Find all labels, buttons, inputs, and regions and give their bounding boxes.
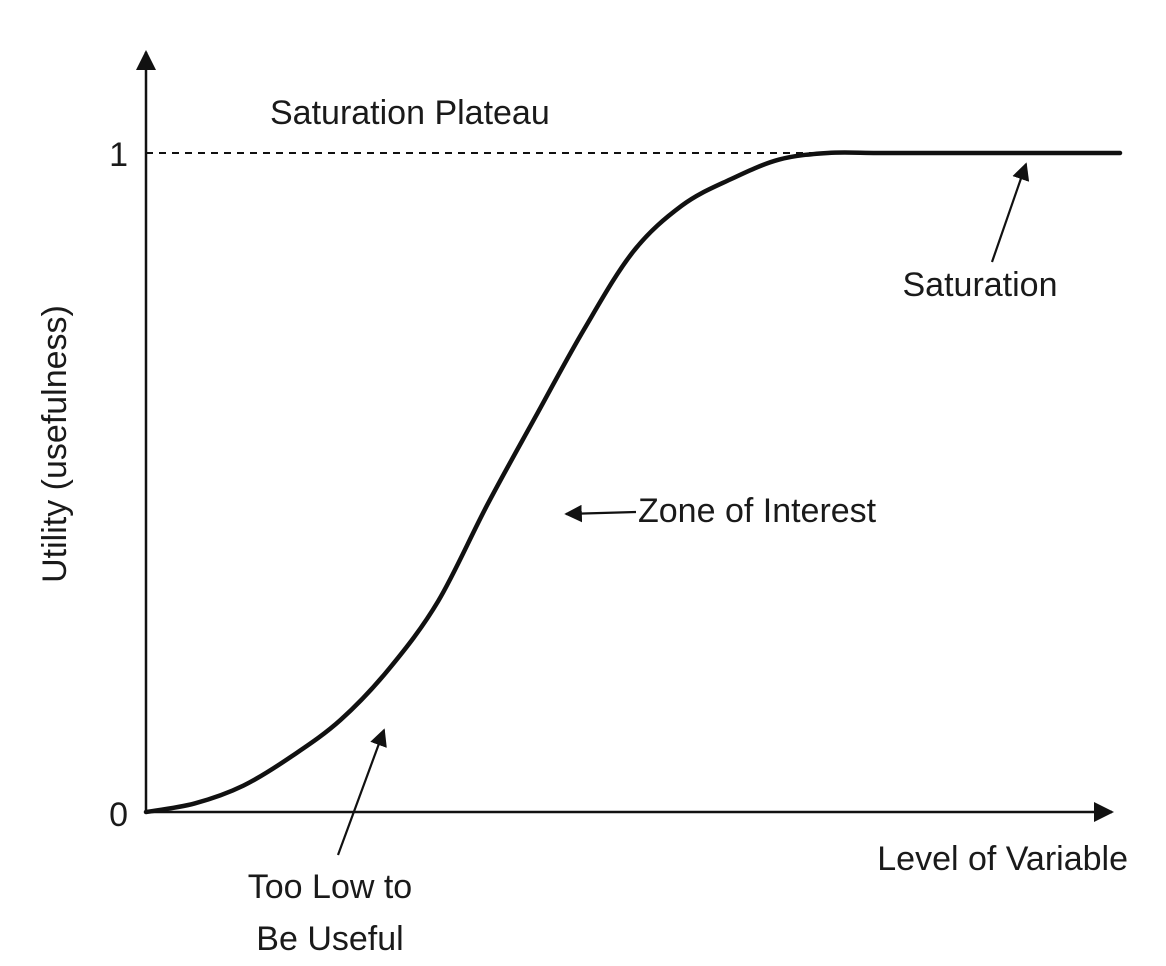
annotation-saturation-label: Saturation	[903, 266, 1058, 304]
y-tick-label-1: 1	[109, 136, 128, 174]
x-axis-label: Level of Variable	[877, 840, 1128, 878]
y-axis-label: Utility (usefulness)	[36, 305, 74, 583]
annotation-zone-arrow	[564, 504, 637, 523]
annotation-zone-label: Zone of Interest	[638, 492, 877, 530]
y-tick-label-0: 0	[109, 796, 128, 834]
annotation-toolow-label-line2: Be Useful	[256, 920, 403, 958]
annotation-saturation-arrow	[990, 162, 1030, 263]
saturation-plateau-label: Saturation Plateau	[270, 94, 550, 132]
series-line	[143, 150, 1123, 815]
annotation-toolow-arrow	[336, 728, 387, 856]
annotation-toolow-label-line1: Too Low to	[248, 868, 412, 906]
